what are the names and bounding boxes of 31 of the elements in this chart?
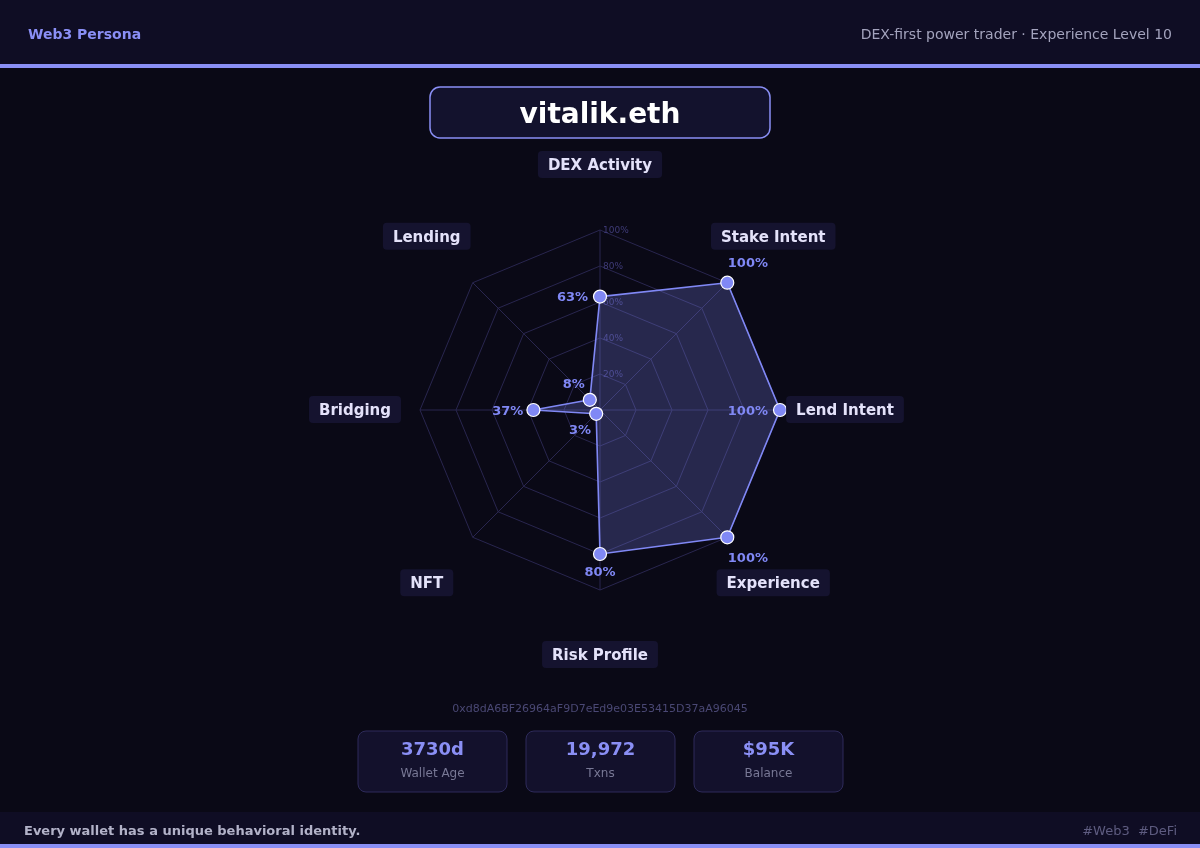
data-label: 8% (562, 376, 585, 392)
data-label: 37% (492, 402, 524, 418)
spoke-label: DEX Activity (547, 156, 653, 174)
text: Every wallet has a unique behavioral identity. (24, 822, 361, 838)
text: DEX-first power trader · Experience Level 10 (860, 26, 1172, 42)
spoke-label: Bridging (318, 401, 392, 419)
text: 3730d (401, 737, 464, 759)
data-label: 100% (727, 254, 768, 270)
spoke-label: Experience (726, 574, 820, 593)
text: 19,972 (565, 737, 636, 759)
text: $95K (742, 737, 796, 759)
data-label: 3% (569, 422, 592, 438)
text: Txns (585, 766, 615, 780)
text: Wallet Age (400, 766, 465, 780)
text: #Web3 #DeFi (1082, 822, 1177, 838)
spoke-label: Stake Intent (720, 227, 826, 246)
spoke-label: NFT (410, 574, 445, 593)
data-label: 100% (727, 402, 769, 418)
y-tick-label: 100% (603, 224, 630, 235)
text: Balance (744, 766, 793, 780)
data-label: 63% (556, 289, 588, 305)
data-label: 100% (727, 550, 768, 566)
spoke-label: Lend Intent (796, 401, 894, 419)
text: 0xd8dA6BF26964aF9D7eEd9e03E53415D37aA96045 (452, 701, 748, 715)
y-tick-label: 20% (603, 368, 624, 379)
y-tick-label: 80% (603, 260, 624, 271)
text: Web3 Persona (28, 26, 142, 42)
spoke-label: Risk Profile (552, 646, 648, 664)
y-tick-label: 40% (603, 332, 624, 343)
spoke-label: Lending (392, 227, 461, 246)
chart-title: vitalik.eth (519, 96, 681, 130)
